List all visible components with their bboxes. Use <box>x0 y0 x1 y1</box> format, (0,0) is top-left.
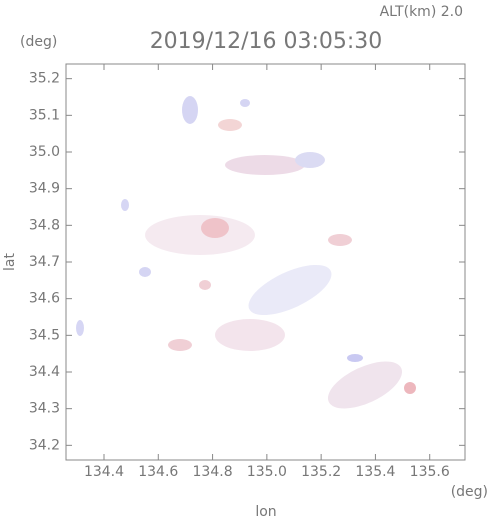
y-tick-label: 35.1 <box>29 107 60 123</box>
x-tick-label: 134.6 <box>138 464 178 480</box>
x-tick-label: 134.4 <box>84 464 124 480</box>
y-tick-label: 34.7 <box>29 254 60 270</box>
echo-blobs <box>76 96 416 409</box>
x-tick-label: 134.8 <box>193 464 233 480</box>
x-tick-label: 135.0 <box>247 464 287 480</box>
x-tick-label: 135.6 <box>410 464 450 480</box>
y-tick-label: 34.3 <box>29 401 60 417</box>
plot-frame <box>65 63 466 461</box>
x-tick-label: 135.2 <box>301 464 341 480</box>
y-tick-label: 35.0 <box>29 144 60 160</box>
y-unit: (deg) <box>20 34 57 50</box>
y-tick-label: 34.4 <box>29 364 60 380</box>
y-tick-label: 34.9 <box>29 181 60 197</box>
x-unit: (deg) <box>451 484 488 500</box>
y-tick-label: 34.8 <box>29 217 60 233</box>
y-tick-label: 34.5 <box>29 327 60 343</box>
y-axis-label: lat <box>2 253 18 271</box>
x-tick-label: 135.4 <box>355 464 395 480</box>
y-tick-label: 34.6 <box>29 291 60 307</box>
y-tick-label: 35.2 <box>29 71 60 87</box>
y-tick-label: 34.2 <box>29 437 60 453</box>
x-axis-label: lon <box>255 504 276 520</box>
chart-title: 2019/12/16 03:05:30 <box>150 29 383 54</box>
altitude-label: ALT(km) 2.0 <box>380 4 463 20</box>
